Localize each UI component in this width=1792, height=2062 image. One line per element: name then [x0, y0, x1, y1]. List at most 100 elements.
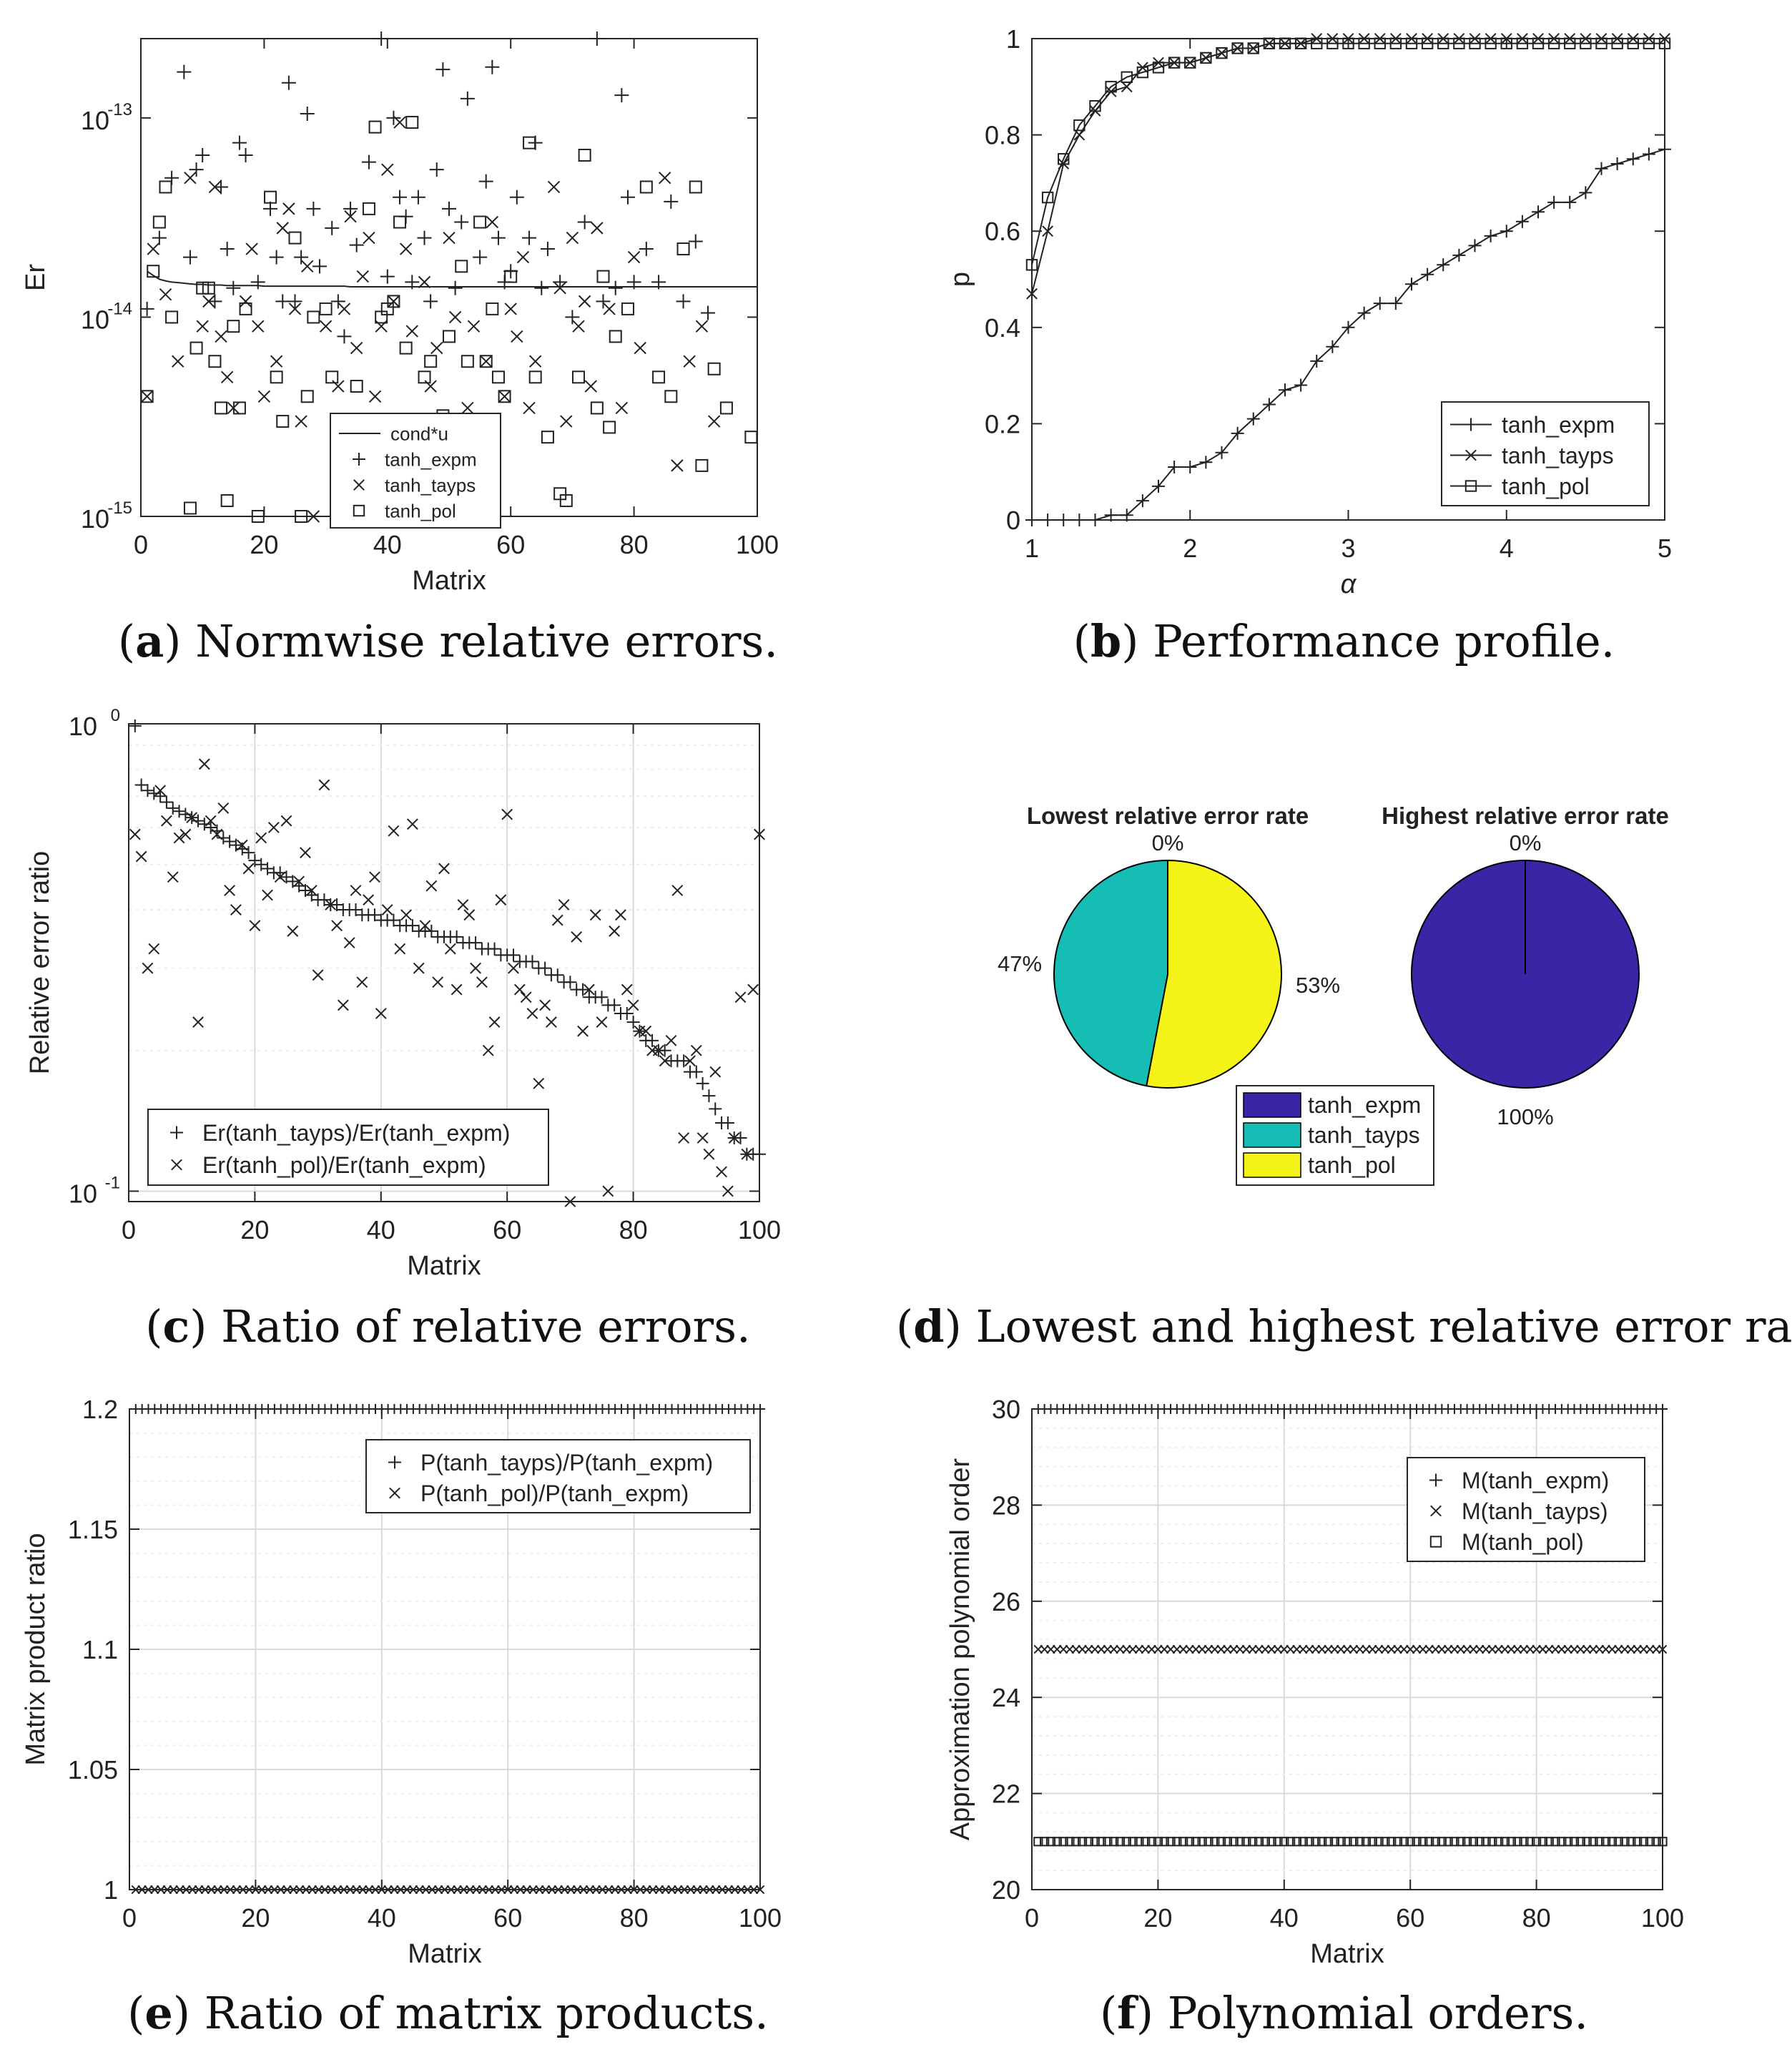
point-Er(tanh_pol)/Er(tanh_expm) [154, 785, 167, 797]
point-tanh_pol [479, 355, 493, 368]
point-tanh_expm [565, 310, 580, 325]
point-Er(tanh_pol)/Er(tanh_expm) [476, 976, 488, 988]
point-tanh_pol [1437, 37, 1449, 49]
point-M(tanh_pol) [1052, 1837, 1062, 1847]
point-Er(tanh_pol)/Er(tanh_expm) [558, 899, 570, 910]
y-axis-label: Approximation polynomial order [945, 1458, 975, 1840]
point-tanh_pol [295, 510, 308, 523]
point-tanh_tayps [553, 282, 566, 295]
point-tanh_pol [152, 215, 166, 229]
legend-box [330, 413, 501, 529]
point-Er(tanh_tayps)/Er(tanh_expm) [488, 942, 501, 956]
point-tanh_pol [1294, 37, 1307, 49]
point-tanh_pol [504, 270, 518, 283]
point-tanh_tayps [270, 355, 283, 368]
point-tanh_expm [177, 64, 192, 79]
point-tanh_expm [1437, 258, 1450, 272]
point-Er(tanh_pol)/Er(tanh_expm) [741, 1148, 753, 1160]
pie-slice-tanh_tayps [1053, 859, 1168, 1087]
point-M(tanh_pol) [1178, 1837, 1188, 1847]
point-Er(tanh_pol)/Er(tanh_expm) [571, 931, 583, 943]
x-tick-label: 80 [619, 1215, 648, 1244]
point-Er(tanh_pol)/Er(tanh_expm) [716, 1166, 727, 1178]
point-M(tanh_pol) [1058, 1837, 1068, 1847]
legend-box [1407, 1457, 1645, 1562]
point-tanh_pol [307, 310, 320, 324]
legend-label: P(tanh_tayps)/P(tanh_expm) [420, 1450, 713, 1476]
legend-swatch-tanh_expm [1243, 1092, 1301, 1118]
point-Er(tanh_pol)/Er(tanh_expm) [627, 999, 639, 1011]
point-tanh_pol [147, 265, 160, 278]
point-Er(tanh_pol)/Er(tanh_expm) [747, 983, 759, 996]
point-tanh_tayps [257, 390, 271, 403]
y-tick-label: 1 [104, 1875, 118, 1905]
caption-d: (d) Lowest and highest relative error ra… [896, 1300, 1792, 1352]
point-Er(tanh_pol)/Er(tanh_expm) [602, 1185, 614, 1197]
point-M(tanh_pol) [1197, 1837, 1207, 1847]
point-Er(tanh_tayps)/Er(tanh_expm) [620, 1007, 634, 1020]
point-M(tanh_pol) [1537, 1837, 1548, 1847]
point-Er(tanh_pol)/Er(tanh_expm) [457, 899, 469, 910]
x-tick-label: 20 [241, 1903, 270, 1933]
point-tanh_expm [1642, 147, 1655, 161]
x-tick-label: 80 [620, 1903, 649, 1933]
point-tanh_pol [183, 501, 197, 515]
point-tanh_expm [1104, 509, 1118, 522]
point-tanh_expm [1199, 456, 1213, 469]
point-M(tanh_pol) [1582, 1837, 1592, 1847]
point-tanh_pol [1089, 100, 1101, 112]
point-tanh_tayps [208, 180, 222, 194]
point-M(tanh_pol) [1645, 1837, 1655, 1847]
point-tanh_pol [159, 180, 172, 194]
point-tanh_pol [676, 242, 690, 256]
y-tick-label-exponent: -15 [107, 499, 132, 518]
point-tanh_expm [380, 269, 395, 284]
point-tanh_expm [553, 275, 568, 290]
point-Er(tanh_pol)/Er(tanh_expm) [406, 818, 418, 830]
point-tanh_pol [1453, 37, 1465, 49]
y-tick-label: 20 [992, 1875, 1020, 1905]
legend-label: cond*u [390, 423, 448, 444]
point-Er(tanh_tayps)/Er(tanh_expm) [197, 818, 211, 831]
point-M(tanh_pol) [1077, 1837, 1088, 1847]
point-M(tanh_pol) [1235, 1837, 1245, 1847]
point-M(tanh_pol) [1266, 1837, 1276, 1847]
point-Er(tanh_tayps)/Er(tanh_expm) [192, 814, 205, 828]
point-tanh_tayps [523, 401, 536, 415]
point-M(tanh_pol) [1367, 1837, 1377, 1847]
pie-title: Highest relative error rate [1382, 802, 1669, 829]
point-Er(tanh_tayps)/Er(tanh_expm) [677, 1054, 691, 1068]
point-tanh_pol [1547, 37, 1560, 49]
point-tanh_tayps [634, 341, 646, 355]
point-tanh_pol [220, 494, 234, 507]
point-tanh_expm [485, 59, 500, 74]
point-tanh_pol [1216, 46, 1228, 59]
point-tanh_pol [523, 136, 536, 149]
point-tanh_pol [1643, 37, 1655, 49]
y-tick-label: 10 [69, 1179, 97, 1208]
point-Er(tanh_pol)/Er(tanh_expm) [652, 1044, 664, 1056]
legend-label: tanh_pol [1308, 1152, 1396, 1178]
point-tanh_expm [1563, 195, 1577, 209]
legend-box [365, 1439, 751, 1513]
point-tanh_tayps [282, 202, 295, 215]
point-tanh_pol [368, 120, 382, 134]
chart-f: 0 20 40 60 80 100202224262830MatrixApproximat… [945, 1395, 1684, 1969]
point-tanh_tayps [528, 355, 542, 368]
point-M(tanh_pol) [1430, 1837, 1441, 1847]
series-cond-u-line [147, 270, 757, 288]
y-tick-label: 26 [992, 1587, 1020, 1616]
point-Er(tanh_pol)/Er(tanh_expm) [356, 976, 368, 988]
x-axis-label: Matrix [1310, 1939, 1384, 1969]
point-Er(tanh_tayps)/Er(tanh_expm) [709, 1102, 722, 1116]
x-tick-label: 100 [736, 530, 779, 559]
point-tanh_expm [1373, 297, 1387, 310]
point-tanh_tayps [288, 303, 302, 315]
y-axis-label: Matrix product ratio [21, 1533, 51, 1765]
point-M(tanh_pol) [1355, 1837, 1365, 1847]
y-axis-label: p [945, 272, 975, 287]
point-tanh_expm [664, 194, 679, 209]
series-line-tanh_pol [1031, 42, 1665, 265]
point-M(tanh_pol) [1361, 1837, 1372, 1847]
